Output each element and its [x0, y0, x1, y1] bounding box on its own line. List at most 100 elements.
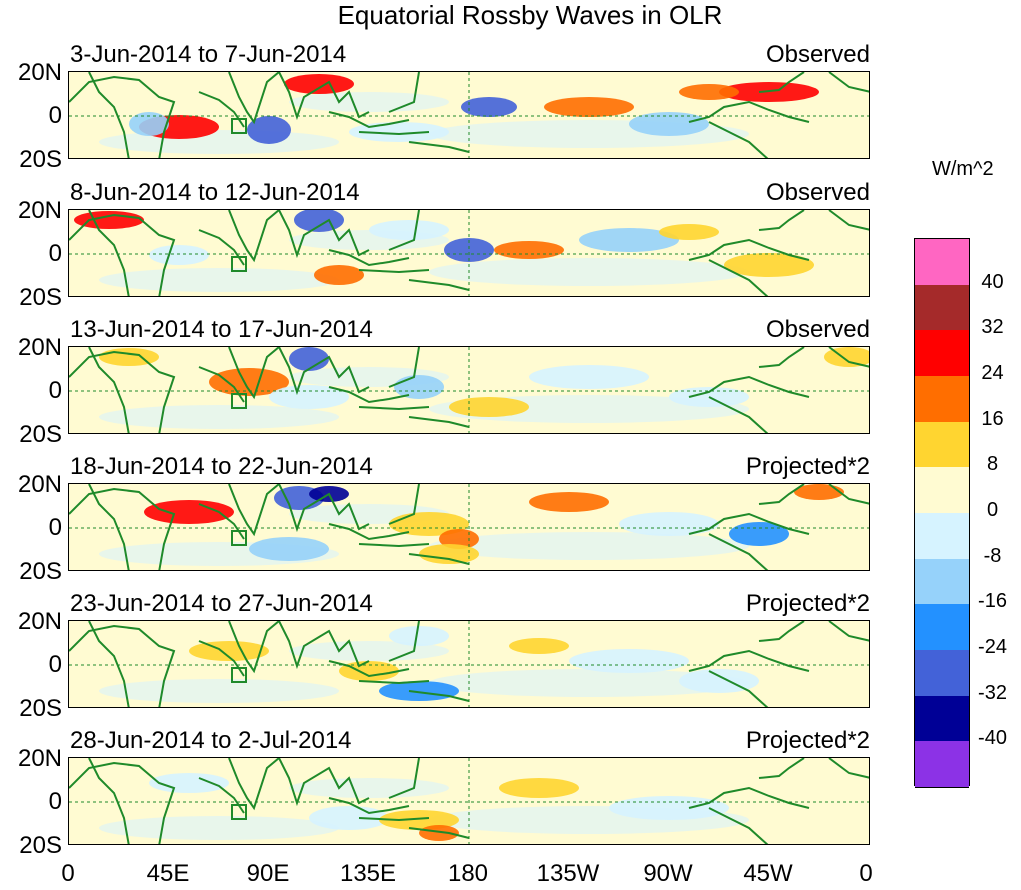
- anomaly-contour: [284, 74, 354, 94]
- anomaly-contour: [369, 220, 449, 240]
- coastline: [69, 761, 176, 844]
- coastline: [228, 621, 280, 674]
- coastline: [88, 210, 130, 296]
- lat-label-20s: 20S: [19, 695, 62, 722]
- lon-label: 180: [447, 860, 489, 887]
- panel-date-range: 13-Jun-2014 to 17-Jun-2014: [70, 316, 373, 343]
- anomaly-contour: [499, 778, 579, 798]
- anomaly-contour: [569, 649, 689, 673]
- lat-label-20s: 20S: [19, 558, 62, 585]
- map-panel-1: 3-Jun-2014 to 7-Jun-2014 Observed: [68, 41, 870, 159]
- colorbar-label: 8: [986, 453, 999, 476]
- lon-label: 45E: [146, 860, 190, 887]
- anomaly-contour: [99, 130, 339, 154]
- region-box: [231, 530, 247, 546]
- anomaly-contour: [99, 268, 339, 292]
- coastline: [358, 680, 430, 685]
- panel-type-label: Observed: [765, 316, 870, 343]
- anomaly-contour: [579, 228, 679, 252]
- colorbar-label: -24: [978, 636, 1007, 658]
- coastline: [688, 100, 810, 123]
- anomaly-contour: [249, 537, 329, 561]
- anomaly-contour: [419, 825, 459, 841]
- coastline: [328, 660, 410, 678]
- anomaly-contour: [144, 500, 234, 524]
- lon-label: 135E: [339, 860, 397, 887]
- colorbar-swatch: [915, 604, 969, 651]
- anomaly-contour: [294, 210, 344, 232]
- anomaly-contour: [429, 669, 749, 697]
- map-panel-6: 28-Jun-2014 to 2-Jul-2014 Projected*2: [68, 727, 870, 845]
- coastline: [328, 523, 410, 541]
- anomaly-contour: [289, 778, 449, 798]
- coastline: [88, 72, 130, 158]
- coastline: [828, 621, 869, 642]
- coastline: [328, 386, 410, 404]
- map-panel-4: 18-Jun-2014 to 22-Jun-2014 Projected*2: [68, 453, 870, 571]
- lon-label: 135W: [536, 860, 600, 887]
- anomaly-contour: [289, 347, 329, 371]
- coastline: [228, 210, 280, 263]
- colorbar-label: 16: [981, 407, 1004, 430]
- anomaly-contour: [389, 626, 449, 646]
- lat-label-0: 0: [48, 651, 62, 678]
- coastline: [408, 690, 470, 702]
- colorbar-unit: W/m^2: [932, 158, 994, 180]
- coastline: [358, 406, 430, 411]
- region-box: [231, 118, 247, 134]
- colorbar-label: -40: [978, 727, 1007, 750]
- colorbar-swatch: [915, 741, 969, 788]
- lat-label-20n: 20N: [17, 197, 62, 224]
- anomaly-contour: [99, 816, 339, 840]
- olr-map: [68, 71, 870, 159]
- lon-label: 0: [61, 860, 75, 887]
- coastline: [408, 279, 470, 291]
- anomaly-contour: [429, 258, 749, 286]
- anomaly-contour: [461, 97, 517, 117]
- olr-map: [68, 209, 870, 297]
- anomaly-contour: [429, 532, 749, 560]
- anomaly-contour: [529, 365, 649, 389]
- coastline: [688, 375, 810, 398]
- colorbar-swatch: [915, 513, 969, 560]
- anomaly-contour: [314, 265, 364, 285]
- coastline: [198, 229, 245, 266]
- anomaly-contour: [149, 245, 209, 265]
- coastline: [828, 484, 869, 505]
- lat-label-20n: 20N: [17, 471, 62, 498]
- colorbar-swatch: [915, 376, 969, 423]
- lat-label-20n: 20N: [17, 59, 62, 86]
- coastline: [69, 75, 176, 158]
- coastline: [408, 553, 470, 565]
- map-panel-3: 13-Jun-2014 to 17-Jun-2014 Observed: [68, 316, 870, 434]
- lon-label: 90E: [246, 860, 290, 887]
- colorbar-swatch: [915, 695, 969, 743]
- anomaly-contour: [629, 112, 709, 136]
- olr-map: [68, 346, 870, 434]
- colorbar-label: -16: [978, 590, 1007, 613]
- coastline: [358, 269, 430, 274]
- coastline: [88, 758, 130, 844]
- panel-type-label: Observed: [765, 179, 870, 206]
- region-box: [231, 667, 247, 683]
- colorbar-swatch: [915, 330, 969, 377]
- lat-label-0: 0: [48, 377, 62, 404]
- map-panel-2: 8-Jun-2014 to 12-Jun-2014 Observed: [68, 179, 870, 297]
- coastline: [328, 249, 410, 267]
- panel-date-range: 28-Jun-2014 to 2-Jul-2014: [70, 727, 352, 754]
- coastline: [688, 649, 810, 672]
- coastline: [708, 670, 769, 707]
- coastline: [828, 347, 869, 368]
- colorbar-label: 32: [981, 316, 1004, 339]
- region-box: [231, 804, 247, 820]
- colorbar-swatch: [915, 421, 969, 469]
- coastline: [408, 416, 470, 428]
- anomaly-contour: [494, 241, 564, 259]
- anomaly-contour: [619, 512, 719, 536]
- anomaly-contour: [679, 84, 739, 100]
- coastline: [278, 758, 370, 807]
- colorbar-swatch: [915, 467, 969, 514]
- lat-label-0: 0: [48, 240, 62, 267]
- anomaly-contour: [449, 397, 529, 417]
- coastline: [69, 487, 176, 570]
